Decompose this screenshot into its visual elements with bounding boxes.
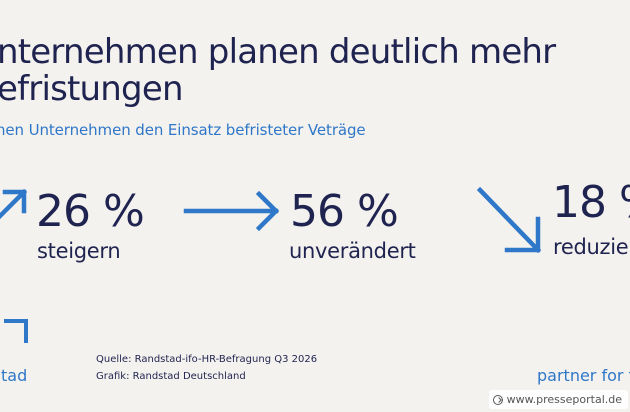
unchanged-arrow-icon	[183, 190, 280, 232]
brand-tagline: partner for t	[537, 366, 630, 385]
stat-label-reduzie: reduzie	[553, 235, 629, 259]
increase-arrow-icon	[0, 188, 28, 220]
headline-line-2: efristungen	[0, 69, 184, 109]
graphic-credit: Grafik: Randstad Deutschland	[96, 371, 246, 382]
watermark-url: www.presseportal.de	[506, 393, 622, 406]
decrease-arrow-icon	[476, 186, 542, 254]
stat-label-unveraendert: unverändert	[289, 239, 416, 263]
presseportal-arrow-circle-icon	[492, 394, 503, 405]
source-note: Quelle: Randstad-ifo-HR-Befragung Q3 202…	[96, 354, 318, 365]
chart-subtitle: nen Unternehmen den Einsatz befristeter …	[0, 121, 366, 139]
stat-value-steigern: 26 %	[36, 186, 145, 237]
stat-label-steigern: steigern	[37, 239, 121, 263]
stat-value-unveraendert: 56 %	[290, 186, 399, 237]
stat-value-reduzie: 18 %	[552, 177, 630, 228]
randstad-logo-mark	[4, 319, 28, 343]
brand-logo-wordmark: tad	[1, 366, 28, 385]
headline-line-1: nternehmen planen deutlich mehr	[0, 32, 556, 72]
presseportal-watermark[interactable]: www.presseportal.de	[488, 390, 628, 409]
